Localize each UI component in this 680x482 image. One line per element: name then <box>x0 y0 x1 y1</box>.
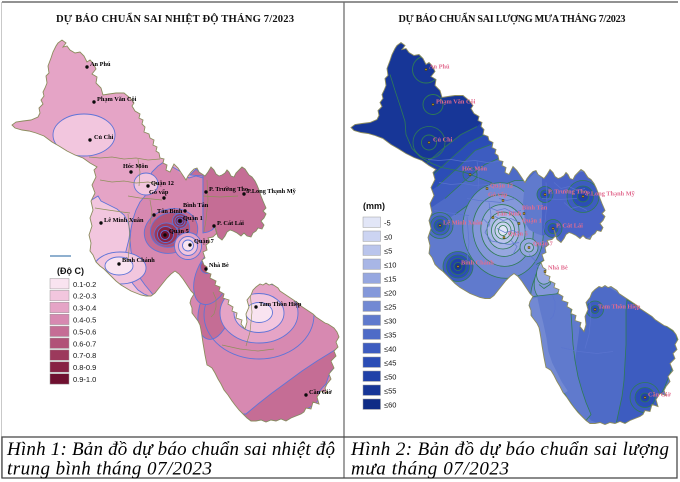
svg-text:≤0: ≤0 <box>384 232 392 241</box>
svg-text:Bình Chánh: Bình Chánh <box>122 257 155 264</box>
svg-text:An Phú: An Phú <box>429 64 450 71</box>
svg-text:0.4-0.5: 0.4-0.5 <box>73 316 96 325</box>
svg-text:0.1-0.2: 0.1-0.2 <box>73 280 96 289</box>
svg-text:≤10: ≤10 <box>384 260 396 269</box>
svg-text:Nhà Bè: Nhà Bè <box>548 265 568 272</box>
svg-text:Phạm Văn Cội: Phạm Văn Cội <box>436 99 476 106</box>
svg-text:Nhà Bè: Nhà Bè <box>209 262 229 269</box>
svg-text:0.8-0.9: 0.8-0.9 <box>73 363 96 372</box>
svg-text:0.6-0.7: 0.6-0.7 <box>73 339 96 348</box>
svg-text:0.9-1.0: 0.9-1.0 <box>73 375 96 384</box>
svg-text:Gò vấp: Gò vấp <box>149 189 169 196</box>
svg-text:Tân Bình: Tân Bình <box>157 208 183 215</box>
svg-text:0.5-0.6: 0.5-0.6 <box>73 327 96 336</box>
svg-text:≤40: ≤40 <box>384 344 396 353</box>
svg-text:≤25: ≤25 <box>384 302 396 311</box>
svg-text:P. Cát Lái: P. Cát Lái <box>217 220 244 227</box>
svg-text:Quận 7: Quận 7 <box>194 238 214 245</box>
svg-text:Cần Giờ: Cần Giờ <box>648 392 671 399</box>
svg-text:≤60: ≤60 <box>384 400 396 409</box>
svg-text:Củ Chi: Củ Chi <box>433 137 453 144</box>
svg-text:≤55: ≤55 <box>384 386 396 395</box>
svg-text:-5: -5 <box>384 218 391 227</box>
svg-text:(mm): (mm) <box>363 201 385 211</box>
svg-text:≤45: ≤45 <box>384 358 396 367</box>
svg-text:Tam Thôn Hiệp: Tam Thôn Hiệp <box>598 304 641 311</box>
svg-text:Củ Chi: Củ Chi <box>94 134 114 141</box>
svg-text:P. Trường Thọ: P. Trường Thọ <box>548 189 587 196</box>
svg-text:≤15: ≤15 <box>384 274 396 283</box>
svg-text:Tam Thôn Hiệp: Tam Thôn Hiệp <box>259 301 302 308</box>
svg-text:0.7-0.8: 0.7-0.8 <box>73 351 96 360</box>
svg-text:P.Long Thạnh Mỹ: P.Long Thạnh Mỹ <box>586 191 636 198</box>
svg-text:Hóc Môn: Hóc Môn <box>462 166 488 173</box>
svg-text:Bình Chánh: Bình Chánh <box>461 260 494 267</box>
svg-text:Cần Giờ: Cần Giờ <box>309 389 332 396</box>
svg-text:≤35: ≤35 <box>384 330 396 339</box>
svg-text:P. Cát Lái: P. Cát Lái <box>556 223 583 230</box>
svg-text:P. Trường Thọ: P. Trường Thọ <box>209 186 248 193</box>
svg-text:Gò vấp: Gò vấp <box>488 192 508 199</box>
svg-text:DỰ BÁO CHUẨN SAI NHIỆT ĐỘ THÁN: DỰ BÁO CHUẨN SAI NHIỆT ĐỘ THÁNG 7/2023 <box>56 12 294 25</box>
svg-text:Bình Tân: Bình Tân <box>183 202 209 209</box>
svg-text:mưa tháng 07/2023: mưa tháng 07/2023 <box>351 459 509 480</box>
svg-text:Quận 5: Quận 5 <box>169 228 189 235</box>
svg-text:≤30: ≤30 <box>384 316 396 325</box>
svg-text:Tân Bình: Tân Bình <box>496 211 522 218</box>
svg-text:Hình 2: Bản đồ dự báo chuẩn sa: Hình 2: Bản đồ dự báo chuẩn sai lượng <box>350 439 669 460</box>
svg-text:Quận 1: Quận 1 <box>183 215 203 222</box>
svg-text:trung bình tháng 07/2023: trung bình tháng 07/2023 <box>7 459 212 480</box>
svg-text:0.2-0.3: 0.2-0.3 <box>73 292 96 301</box>
svg-text:An Phú: An Phú <box>90 61 111 68</box>
svg-text:0.3-0.4: 0.3-0.4 <box>73 304 96 313</box>
svg-text:Phạm Văn Cội: Phạm Văn Cội <box>97 96 137 103</box>
svg-text:Quận 7: Quận 7 <box>533 241 553 248</box>
svg-text:Quận 5: Quận 5 <box>508 231 528 238</box>
svg-text:Quận 1: Quận 1 <box>522 218 542 225</box>
svg-text:≤20: ≤20 <box>384 288 396 297</box>
svg-text:Lê Minh Xuân: Lê Minh Xuân <box>443 220 483 227</box>
svg-text:DỰ BÁO CHUẨN SAI LƯỢNG MƯA THÁ: DỰ BÁO CHUẨN SAI LƯỢNG MƯA THÁNG 7/2023 <box>399 12 626 25</box>
svg-text:Hóc Môn: Hóc Môn <box>123 163 149 170</box>
svg-text:Quận 12: Quận 12 <box>151 180 174 187</box>
svg-text:(Độ C): (Độ C) <box>57 266 84 276</box>
svg-text:Lê Minh Xuân: Lê Minh Xuân <box>104 217 144 224</box>
svg-text:Hình 1: Bản đồ dự báo chuẩn sa: Hình 1: Bản đồ dự báo chuẩn sai nhiệt độ <box>6 439 335 460</box>
svg-text:Quận 12: Quận 12 <box>490 183 513 190</box>
svg-text:≤5: ≤5 <box>384 246 392 255</box>
svg-text:≤50: ≤50 <box>384 372 396 381</box>
svg-text:P.Long Thạnh Mỹ: P.Long Thạnh Mỹ <box>247 188 297 195</box>
svg-text:Bình Tân: Bình Tân <box>522 205 548 212</box>
